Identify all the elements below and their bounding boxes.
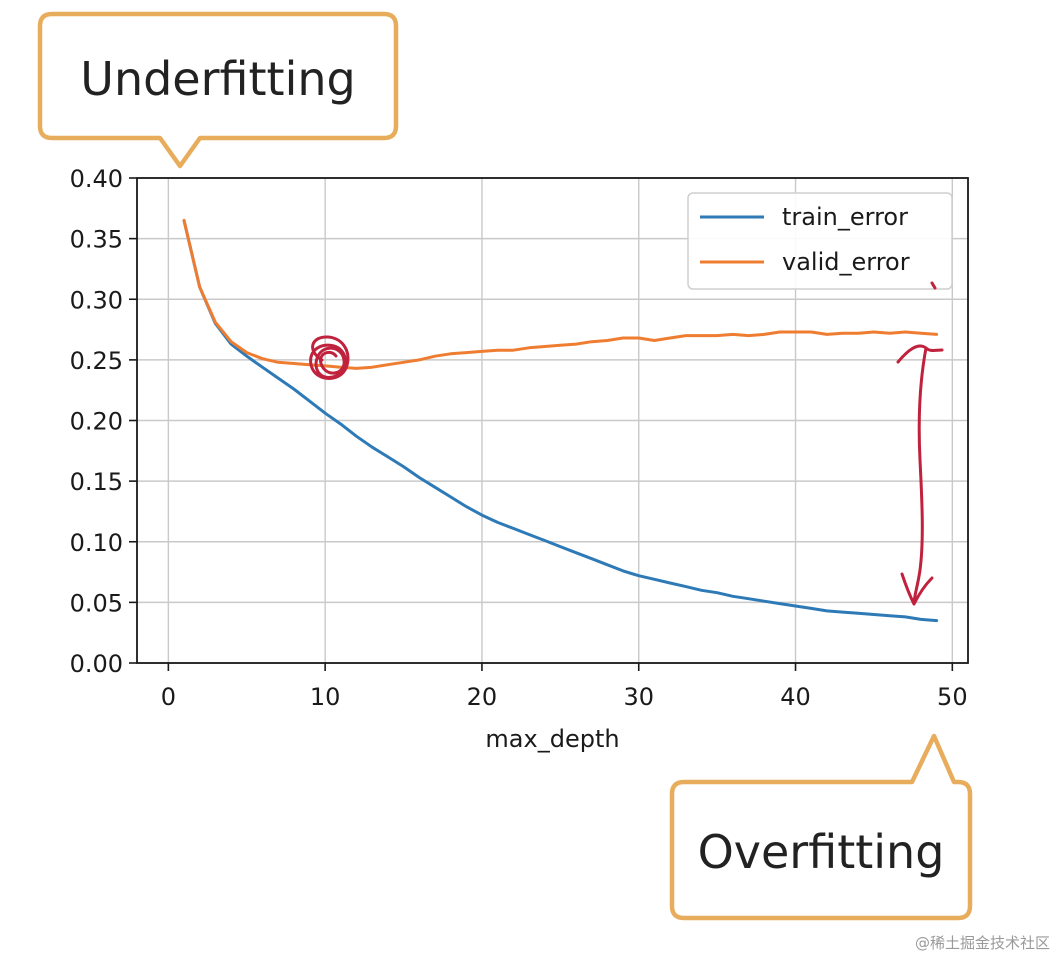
watermark-text: @稀土掘金技术社区 <box>915 934 1050 952</box>
y-tick-label: 0.25 <box>70 347 123 375</box>
y-tick-label: 0.00 <box>70 650 123 678</box>
y-tick-label: 0.10 <box>70 529 123 557</box>
legend: train_error valid_error <box>687 192 953 290</box>
series-line-train-error <box>182 218 939 623</box>
hand-drawn-dot <box>930 281 937 290</box>
x-tick-label: 30 <box>623 683 654 711</box>
x-axis-label: max_depth <box>485 725 619 753</box>
x-tick-label: 50 <box>937 683 968 711</box>
handwritten-annotations <box>309 281 944 606</box>
y-tick-label: 0.35 <box>70 226 123 254</box>
legend-label-train-error: train_error <box>782 203 908 231</box>
x-tick-label: 40 <box>780 683 811 711</box>
x-tick-label: 10 <box>310 683 341 711</box>
hand-drawn-scribble-circle <box>309 335 350 380</box>
overfitting-callout: Overfitting <box>669 733 973 921</box>
legend-label-valid-error: valid_error <box>782 248 910 276</box>
underfitting-callout: Underfitting <box>37 11 399 169</box>
y-axis-ticks: 0.00 0.05 0.10 0.15 0.20 0.25 0.30 0.35 0.40 <box>70 165 137 678</box>
x-tick-label: 20 <box>467 683 498 711</box>
underfitting-callout-box <box>37 11 399 169</box>
y-tick-label: 0.15 <box>70 468 123 496</box>
x-axis-ticks: 0 10 20 30 40 50 <box>161 663 968 711</box>
overfitting-label: Overfitting <box>698 825 945 879</box>
hand-drawn-double-arrow <box>896 344 944 606</box>
y-tick-label: 0.20 <box>70 408 123 436</box>
y-tick-label: 0.30 <box>70 286 123 314</box>
y-tick-label: 0.05 <box>70 589 123 617</box>
plot-area: 0 10 20 30 40 50 0.00 0.05 0.10 0.15 0.20 0.25 0.30… <box>70 165 969 753</box>
x-tick-label: 0 <box>161 683 176 711</box>
overfitting-callout-box <box>669 733 973 921</box>
underfitting-label: Underfitting <box>80 52 355 106</box>
y-tick-label: 0.40 <box>70 165 123 193</box>
